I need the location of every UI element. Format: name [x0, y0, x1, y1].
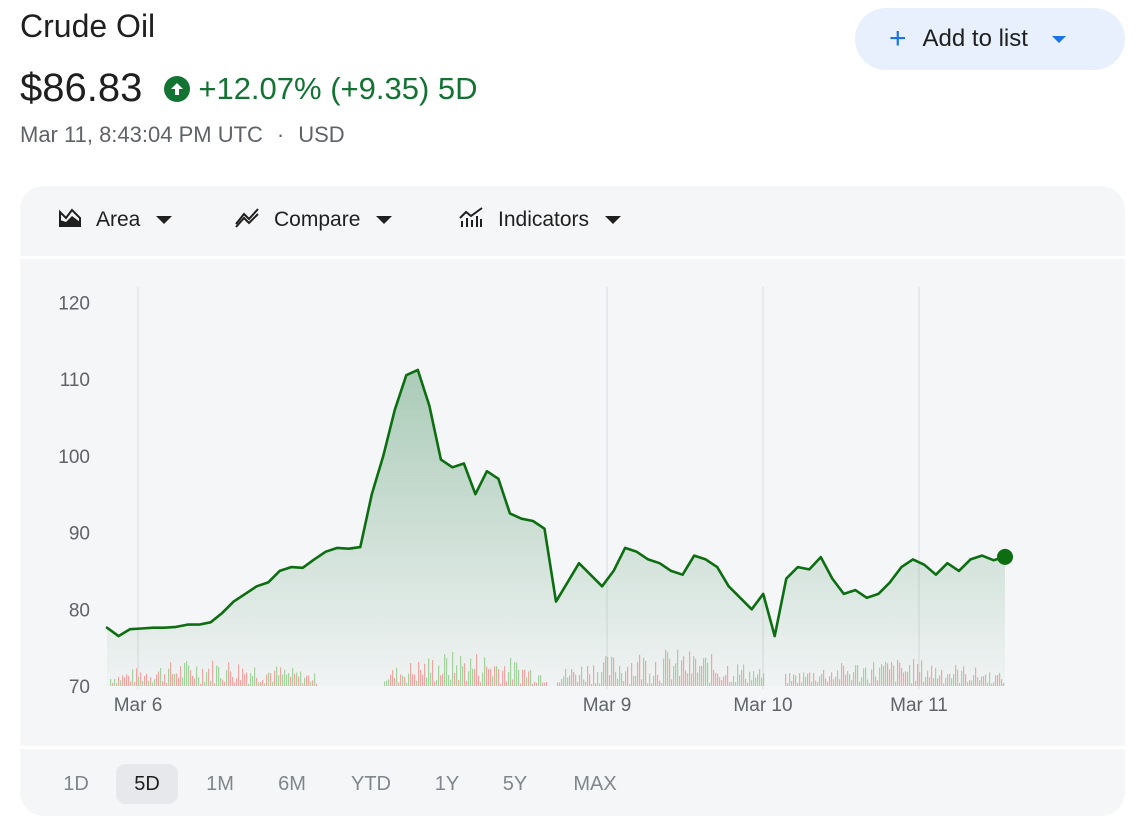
indicators-label: Indicators: [498, 207, 590, 231]
range-1m[interactable]: 1M: [206, 773, 234, 795]
add-to-list-button[interactable]: + Add to list: [855, 8, 1125, 70]
y-tick-label: 110: [60, 370, 90, 391]
price-area: [107, 369, 1005, 686]
range-ytd[interactable]: YTD: [351, 773, 391, 795]
timestamp: Mar 11, 8:43:04 PM UTC: [20, 122, 263, 147]
price-row: $86.83 +12.07% (+9.35) 5D: [20, 66, 478, 111]
area-chart-icon: [58, 206, 82, 233]
price-line: [105, 368, 1007, 638]
y-tick-label: 90: [69, 524, 90, 545]
range-5y[interactable]: 5Y: [502, 773, 528, 795]
compare-dropdown[interactable]: Compare: [234, 206, 393, 233]
chart-toolbar: Area Compare Indicators: [20, 186, 1125, 259]
y-tick-label: 70: [69, 677, 90, 698]
y-tick-label: 120: [58, 293, 90, 314]
range-6m[interactable]: 6M: [278, 773, 306, 795]
x-tick-label: Mar 9: [583, 695, 632, 716]
range-1y[interactable]: 1Y: [434, 773, 460, 795]
chart-svg: Mar 6 Mar 9 Mar 10 Mar 11 70 80 90 100 110 120: [58, 287, 1013, 716]
indicators-dropdown[interactable]: Indicators: [458, 206, 622, 233]
compare-icon: [234, 206, 260, 233]
last-price-point: [997, 548, 1013, 565]
range-selector: 1D 5D 1M 6M YTD 1Y 5Y MAX: [20, 746, 1125, 819]
price-change: +12.07% (+9.35) 5D: [198, 70, 478, 106]
dropdown-caret-icon: [376, 215, 393, 224]
dropdown-caret-icon: [1051, 35, 1066, 43]
indicators-icon: [458, 206, 484, 233]
x-tick-label: Mar 10: [733, 695, 792, 716]
x-tick-label: Mar 11: [890, 695, 948, 716]
current-price: $86.83: [20, 66, 143, 110]
arrow-up-icon: [164, 75, 191, 102]
x-tick-label: Mar 6: [114, 695, 163, 716]
chart-card: Area Compare Indicators: [20, 186, 1125, 816]
y-tick-label: 100: [58, 447, 90, 468]
add-to-list-label: Add to list: [922, 25, 1028, 52]
range-max[interactable]: MAX: [573, 773, 617, 795]
price-chart[interactable]: Mar 6 Mar 9 Mar 10 Mar 11 70 80 90 100 110 120: [20, 259, 1125, 743]
compare-label: Compare: [274, 207, 361, 231]
currency: USD: [298, 122, 345, 147]
plus-icon: +: [889, 22, 907, 55]
separator-dot: ·: [276, 122, 285, 147]
page-title: Crude Oil: [20, 8, 156, 44]
dropdown-caret-icon: [605, 215, 622, 224]
chart-type-dropdown[interactable]: Area: [58, 206, 173, 233]
dropdown-caret-icon: [156, 215, 173, 224]
range-5d[interactable]: 5D: [116, 764, 178, 804]
y-tick-label: 80: [69, 600, 90, 621]
quote-meta: Mar 11, 8:43:04 PM UTC · USD: [20, 122, 345, 148]
chart-type-label: Area: [96, 207, 141, 231]
range-1d[interactable]: 1D: [63, 773, 89, 795]
